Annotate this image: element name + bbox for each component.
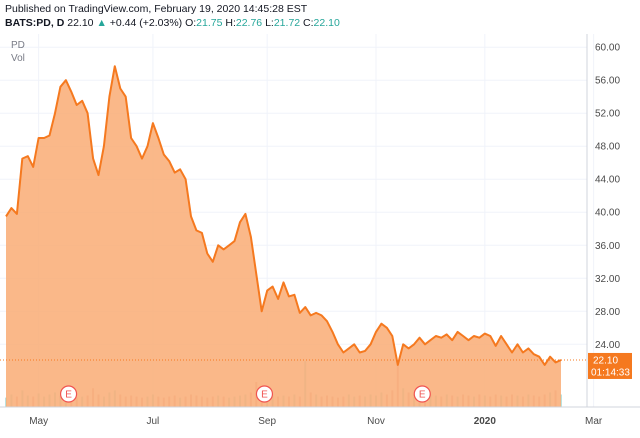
earnings-marker: [413, 385, 431, 403]
price-axis[interactable]: 24.00 28.00 32.00 36.00 40.00 44.00 48.00 52.00…: [595, 43, 620, 351]
price-tick-label: 56.00: [595, 76, 620, 87]
legend-volume: Vol: [11, 53, 25, 64]
close-value: 22.10: [313, 17, 340, 29]
price-tick-label: 28.00: [595, 307, 620, 318]
time-tick-label: Mar: [585, 416, 603, 427]
time-tick-label: 2020: [474, 416, 497, 427]
open-label: O:: [185, 17, 197, 29]
earnings-marker-label: E: [419, 390, 426, 401]
last-price: 22.10: [67, 17, 94, 29]
quote-line: BATS:PD, D 22.10 ▲ +0.44 (+2.03%) O:21.7…: [5, 17, 340, 30]
time-tick-label: Sep: [258, 416, 276, 427]
last-price-tag-bg: [588, 352, 632, 379]
chart-area[interactable]: E E E 24.00 28.00 32.00 36.00 40.00 44.00 48.00 5…: [0, 34, 640, 433]
price-tick-label: 32.00: [595, 274, 620, 285]
chart-header: Published on TradingView.com, February 1…: [0, 0, 640, 34]
change-value: +0.44 (+2.03%): [109, 17, 183, 29]
legend-symbol: PD: [11, 40, 25, 51]
time-tick-label: Jul: [147, 416, 160, 427]
earnings-marker: [59, 385, 78, 403]
price-tick-label: 52.00: [595, 109, 620, 120]
price-area-fill: [6, 66, 561, 407]
up-arrow-icon: ▲: [96, 17, 107, 29]
price-line: [5, 65, 562, 366]
published-line: Published on TradingView.com, February 1…: [5, 3, 308, 15]
earnings-marker-label: E: [65, 390, 72, 401]
price-chart[interactable]: E E E 24.00 28.00 32.00 36.00 40.00 44.00 48.00 5…: [0, 34, 640, 433]
price-tick-label: 60.00: [595, 43, 620, 54]
price-tick-label: 44.00: [595, 175, 620, 186]
time-axis[interactable]: May Jul Sep Nov 2020 Mar: [29, 416, 603, 427]
high-label: H:: [225, 17, 236, 29]
symbol-label: BATS:PD, D: [5, 17, 65, 29]
earnings-marker: [255, 385, 274, 403]
price-tick-label: 40.00: [595, 208, 620, 219]
last-price-tag-value: 22.10: [593, 355, 618, 366]
price-tick-label: 24.00: [595, 340, 620, 351]
low-value: 21.72: [273, 17, 301, 29]
price-tick-label: 36.00: [595, 241, 620, 252]
price-tick-label: 48.00: [595, 142, 620, 153]
countdown-tag-value: 01:14:33: [591, 367, 630, 378]
high-value: 22.76: [235, 17, 263, 29]
open-value: 21.75: [196, 17, 223, 29]
time-tick-label: May: [29, 416, 48, 427]
time-tick-label: Nov: [367, 416, 385, 427]
earnings-marker-label: E: [261, 390, 268, 401]
low-label: L:: [265, 17, 274, 29]
close-label: C:: [303, 17, 314, 29]
last-price-tag: 22.10 01:14:33: [588, 352, 632, 379]
